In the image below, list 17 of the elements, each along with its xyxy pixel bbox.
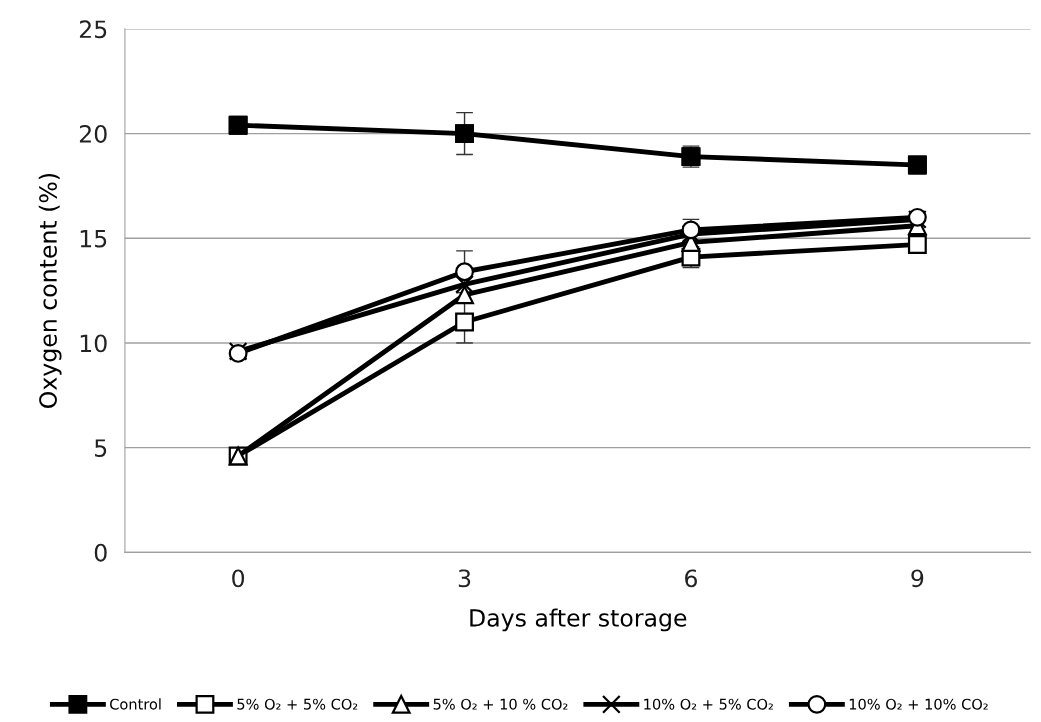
y-axis-title: Oxygen content (%) <box>38 174 62 408</box>
legend-label: 10% O₂ + 5% CO₂ <box>644 698 773 710</box>
y-tick-label: 10 <box>80 334 107 353</box>
legend-label: 5% O₂ + 10 % CO₂ <box>433 698 568 710</box>
y-tick-label: 5 <box>95 439 107 457</box>
x-tick-label: 0 <box>232 569 245 588</box>
y-tick-label: 20 <box>79 125 107 143</box>
legend-label: Control <box>110 698 161 710</box>
y-tick-label: 0 <box>94 543 107 562</box>
legend-label: 10% O₂ + 10% CO₂ <box>849 698 988 710</box>
x-tick-label: 9 <box>911 569 924 588</box>
x-tick-label: 3 <box>458 569 471 588</box>
y-tick-label: 15 <box>80 230 107 248</box>
legend-label: 5% O₂ + 5% CO₂ <box>237 698 358 710</box>
x-tick-label: 6 <box>685 569 697 588</box>
y-tick-label: 25 <box>79 20 107 39</box>
x-axis-title: Days after storage <box>470 608 687 632</box>
